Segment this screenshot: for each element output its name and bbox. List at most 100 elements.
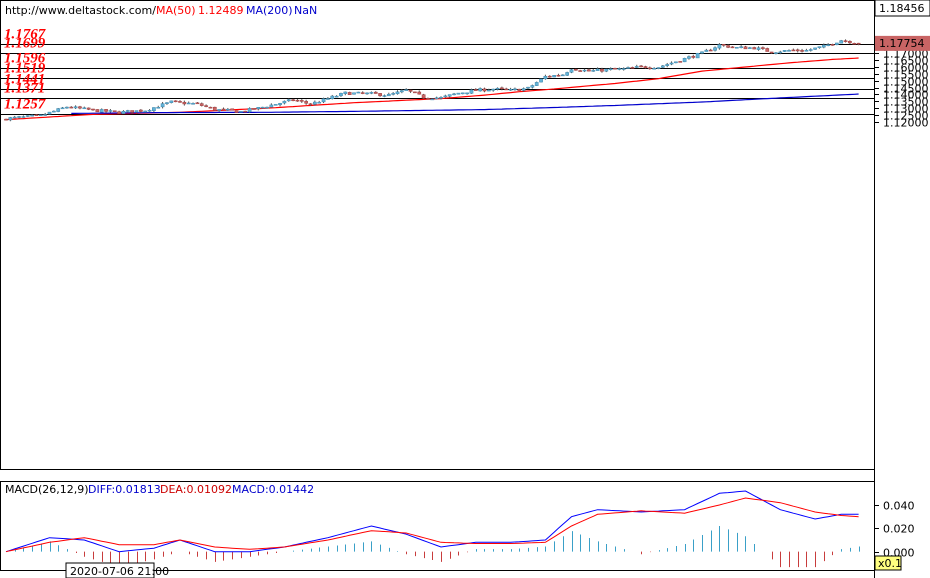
candle-body <box>443 95 448 98</box>
candle-114 <box>500 86 504 91</box>
candle-body <box>317 101 322 104</box>
candle-135 <box>591 68 596 72</box>
candle-166 <box>726 44 730 49</box>
candle-body <box>256 107 261 110</box>
candle-130 <box>569 68 574 74</box>
candle-body <box>713 47 717 51</box>
candle-body <box>508 88 513 91</box>
candle-120 <box>526 86 530 90</box>
price-tick-label-5: 1.15500 <box>883 69 929 82</box>
candle-126 <box>552 75 556 78</box>
candle-96 <box>421 93 426 100</box>
candle-body <box>526 86 530 89</box>
candle-body <box>147 109 152 112</box>
candle-103 <box>452 92 456 96</box>
candle-143 <box>626 66 630 69</box>
candle-112 <box>491 88 496 92</box>
axis-top-label: 1.18456 <box>879 2 925 15</box>
candle-55 <box>243 110 248 113</box>
ma200-line <box>71 93 859 114</box>
candle-body <box>25 115 30 117</box>
candle-body <box>73 106 78 109</box>
candle-147 <box>643 65 648 69</box>
candle-body <box>252 108 256 110</box>
macd-scale-label: x0.1 <box>878 557 902 570</box>
candle-body <box>674 61 678 64</box>
candle-body <box>704 49 709 52</box>
candle-body <box>226 108 230 111</box>
candle-body <box>112 110 117 112</box>
candle-134 <box>587 68 591 72</box>
candle-body <box>343 91 348 94</box>
candle-body <box>186 102 191 105</box>
candle-8 <box>38 114 43 116</box>
candle-body <box>360 92 365 94</box>
candle-131 <box>574 68 578 71</box>
candle-155 <box>678 61 683 63</box>
candle-body <box>617 68 622 70</box>
candle-body <box>125 110 130 112</box>
candle-181 <box>791 48 796 52</box>
candle-body <box>813 47 817 50</box>
candle-body <box>621 68 626 70</box>
candle-10 <box>47 111 52 115</box>
candle-36 <box>160 101 165 109</box>
candle-0 <box>4 118 8 121</box>
macd-scale-box <box>874 555 902 571</box>
candle-148 <box>647 66 652 70</box>
candle-body <box>339 93 343 97</box>
candle-78 <box>343 91 348 96</box>
candle-3 <box>17 115 21 119</box>
candle-48 <box>212 106 217 111</box>
candle-body <box>234 110 239 113</box>
candle-141 <box>617 67 622 71</box>
candle-178 <box>778 50 783 55</box>
candle-193 <box>843 39 848 43</box>
candle-43 <box>191 102 195 105</box>
candle-body <box>291 99 295 101</box>
macd-tick-label-0: 0.040 <box>883 500 915 513</box>
candle-body <box>321 98 326 103</box>
price-tick-label-9: 1.13500 <box>883 96 929 109</box>
candle-27 <box>121 110 126 115</box>
candle-body <box>482 88 487 92</box>
candle-175 <box>765 47 770 52</box>
candle-body <box>748 47 752 49</box>
candle-2 <box>12 115 17 119</box>
candle-body <box>756 47 761 50</box>
candle-body <box>456 92 461 95</box>
candle-169 <box>739 45 743 49</box>
candle-97 <box>426 97 430 100</box>
candle-17 <box>78 105 82 110</box>
candle-44 <box>195 102 200 105</box>
candle-177 <box>774 52 778 55</box>
candle-body <box>378 93 382 97</box>
candle-body <box>195 102 200 105</box>
candle-183 <box>800 48 804 53</box>
candle-153 <box>669 61 674 66</box>
candle-body <box>804 50 809 52</box>
candle-body <box>587 69 591 72</box>
candle-body <box>282 100 287 104</box>
candle-119 <box>521 87 526 92</box>
candle-49 <box>217 109 222 112</box>
candle-82 <box>360 91 365 95</box>
level-label-2: 1.1596 <box>4 51 46 67</box>
candle-154 <box>674 61 678 64</box>
candle-body <box>43 114 47 116</box>
candle-34 <box>152 107 156 113</box>
candle-body <box>182 101 187 105</box>
candle-body <box>199 103 204 106</box>
candle-191 <box>835 42 839 46</box>
candle-195 <box>852 42 857 45</box>
candle-body <box>839 40 844 44</box>
candle-176 <box>769 51 774 54</box>
candle-46 <box>204 104 208 108</box>
macd-tick-label-1: 0.020 <box>883 523 915 536</box>
candle-body <box>286 99 291 102</box>
candle-body <box>308 103 313 105</box>
candle-body <box>530 85 535 88</box>
candle-110 <box>482 87 487 93</box>
candle-188 <box>821 43 826 49</box>
candle-88 <box>386 92 391 97</box>
